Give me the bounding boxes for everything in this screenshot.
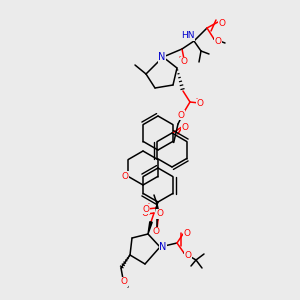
Text: O: O — [181, 124, 188, 133]
Text: N: N — [158, 52, 166, 62]
Text: N: N — [159, 242, 167, 252]
Text: O: O — [218, 19, 226, 28]
Text: O: O — [214, 37, 221, 46]
Text: O: O — [152, 227, 160, 236]
Text: O: O — [122, 172, 129, 181]
Text: O: O — [184, 250, 191, 260]
Text: O: O — [196, 100, 203, 109]
Text: O: O — [142, 209, 148, 218]
Text: O: O — [181, 58, 188, 67]
Text: O: O — [121, 278, 128, 286]
Text: O: O — [178, 110, 184, 119]
Text: O: O — [157, 209, 164, 218]
Text: O: O — [142, 205, 149, 214]
Text: O: O — [184, 229, 190, 238]
Polygon shape — [148, 222, 152, 234]
Text: HN: HN — [181, 32, 195, 40]
